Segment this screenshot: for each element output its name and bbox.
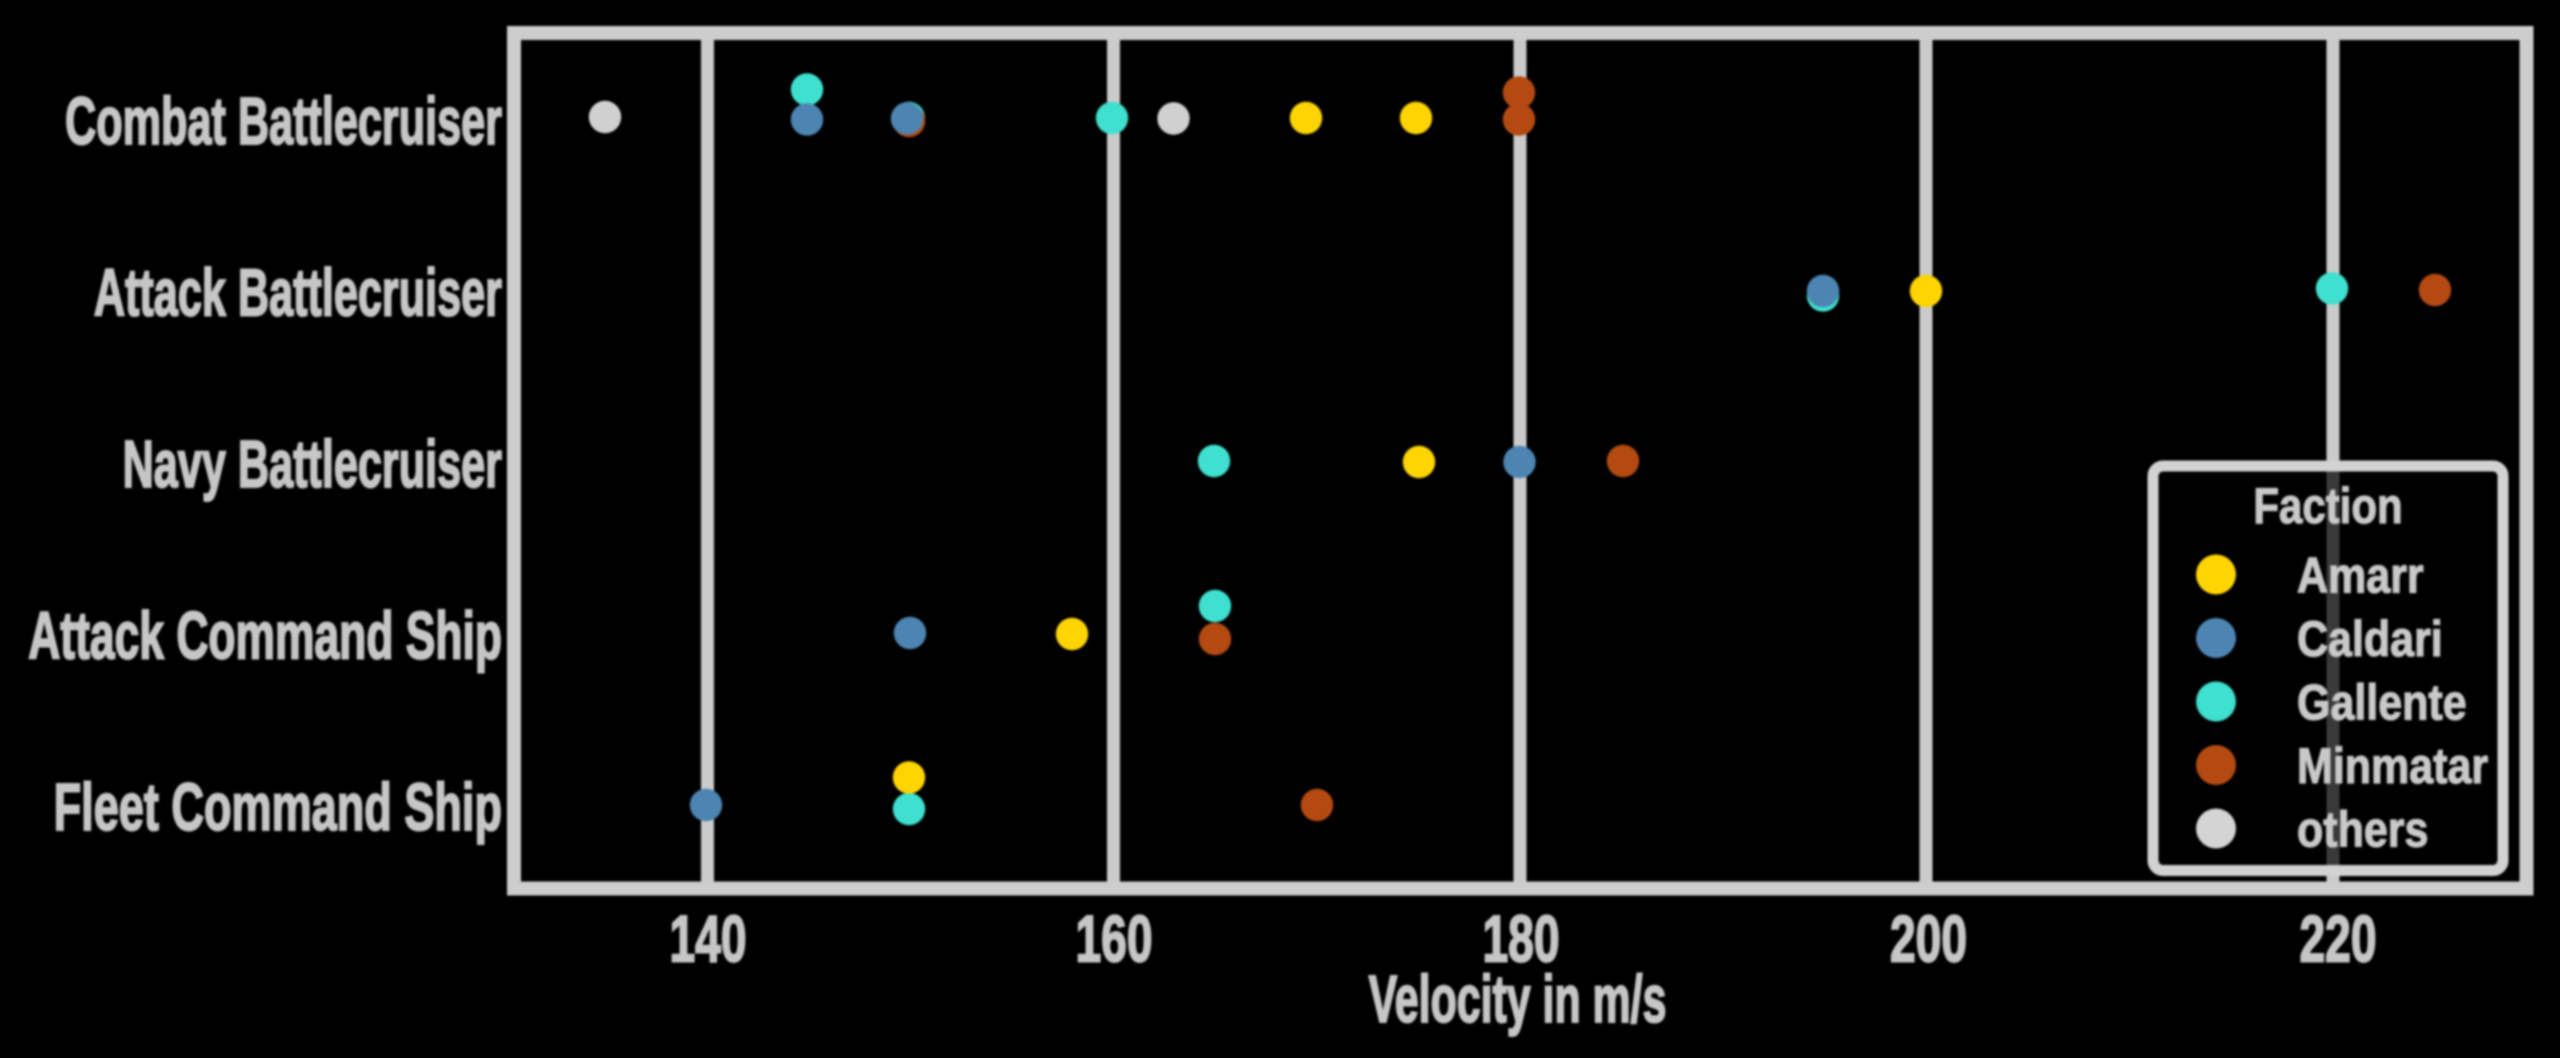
svg-text:200: 200 — [1890, 902, 1967, 976]
svg-text:140: 140 — [669, 902, 746, 976]
svg-text:Faction: Faction — [2253, 478, 2402, 534]
svg-text:Caldari: Caldari — [2297, 611, 2443, 667]
svg-text:others: others — [2297, 801, 2428, 857]
svg-text:Combat Battlecruiser: Combat Battlecruiser — [65, 83, 502, 158]
svg-text:220: 220 — [2299, 902, 2376, 976]
svg-text:Navy Battlecruiser: Navy Battlecruiser — [123, 426, 502, 501]
svg-text:Velocity in m/s: Velocity in m/s — [1369, 961, 1667, 1036]
svg-text:Attack Battlecruiser: Attack Battlecruiser — [94, 255, 502, 330]
svg-text:Gallente: Gallente — [2297, 674, 2467, 730]
svg-text:Amarr: Amarr — [2297, 547, 2424, 603]
svg-text:Attack Command Ship: Attack Command Ship — [28, 600, 502, 674]
svg-text:Fleet Command Ship: Fleet Command Ship — [54, 770, 502, 845]
svg-text:Minmatar: Minmatar — [2297, 738, 2488, 794]
svg-text:160: 160 — [1075, 902, 1152, 976]
svg-text:180: 180 — [1482, 902, 1559, 976]
